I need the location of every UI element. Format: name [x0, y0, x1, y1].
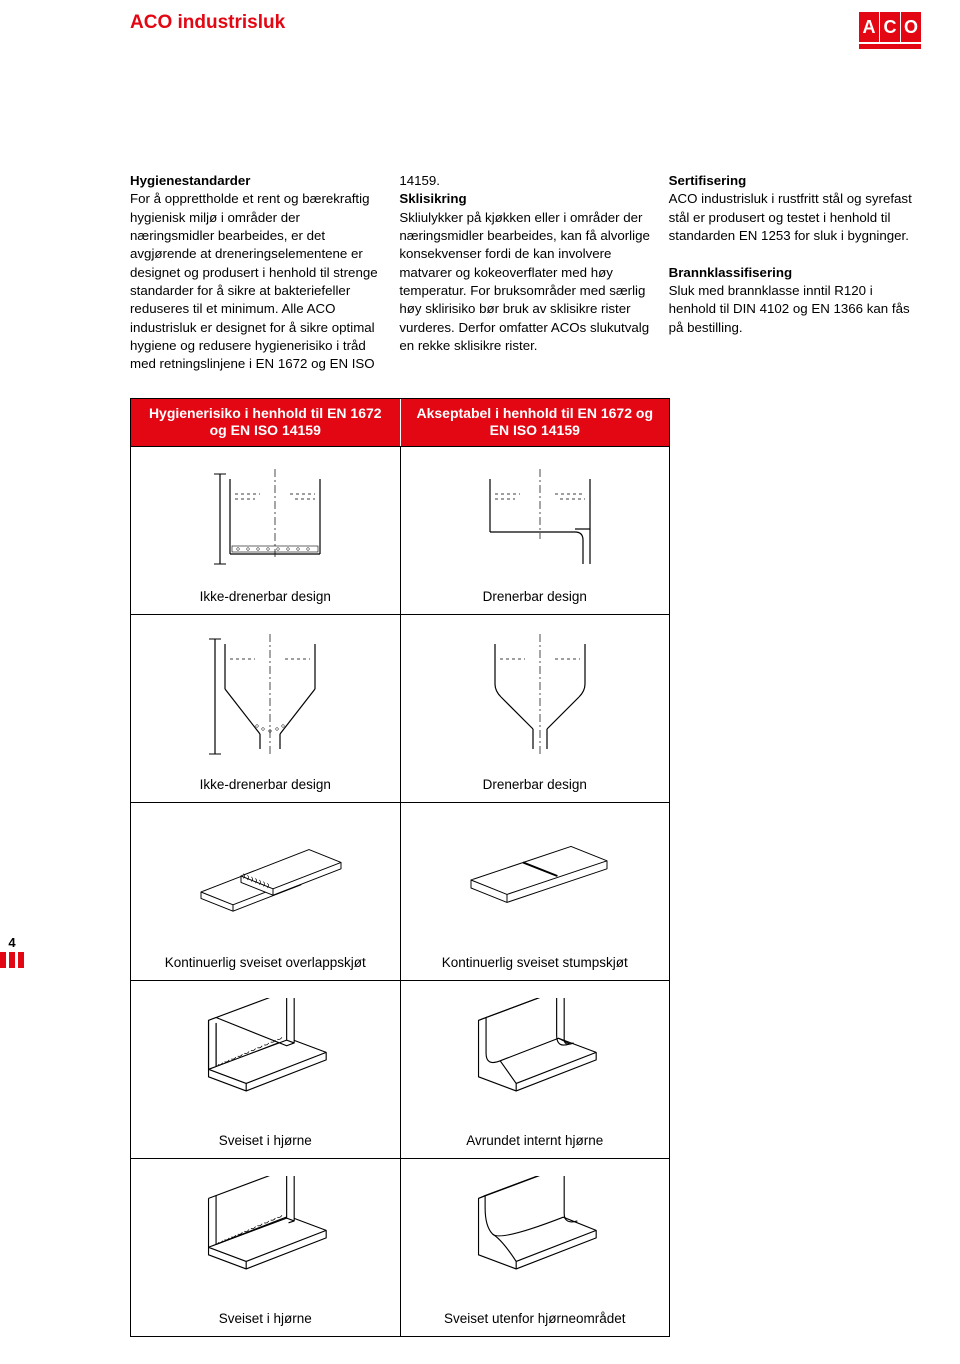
logo-underline	[859, 44, 921, 49]
diagram-caption: Ikke-drenerbar design	[200, 777, 331, 792]
table-row: Ikke-drenerbar design	[131, 446, 669, 614]
table-row: Kontinuerlig sveiset overlappskjøt Konti…	[131, 802, 669, 980]
text-columns: Hygienestandarder For å opprettholde et …	[130, 172, 920, 374]
table-cell-left: Sveiset i hjørne	[131, 981, 401, 1158]
comparison-table: Hygienerisiko i henhold til EN 1672 og E…	[130, 398, 670, 1337]
col3-body2: Sluk med brannklasse inntil R120 i henho…	[669, 283, 910, 335]
table-cell-right: Kontinuerlig sveiset stumpskjøt	[401, 803, 670, 980]
diagram-caption: Kontinuerlig sveiset stumpskjøt	[442, 955, 628, 970]
col3-body1: ACO industrisluk i rustfritt stål og syr…	[669, 191, 912, 243]
diagram-caption: Sveiset i hjørne	[219, 1311, 312, 1326]
header: ACO industrisluk A C O	[0, 0, 960, 67]
table-header-left: Hygienerisiko i henhold til EN 1672 og E…	[131, 399, 401, 446]
diagram-caption: Sveiset i hjørne	[219, 1133, 312, 1148]
column-3: Sertifisering ACO industrisluk i rustfri…	[669, 172, 920, 374]
logo-letter-c: C	[880, 12, 900, 42]
diagram-weld-outside-corner	[455, 1171, 615, 1301]
page-marker-icon	[0, 952, 24, 968]
col1-body: For å opprettholde et rent og bærekrafti…	[130, 191, 378, 371]
diagram-caption: Drenerbar design	[483, 777, 587, 792]
table-cell-right: Drenerbar design	[401, 615, 670, 802]
column-1: Hygienestandarder For å opprettholde et …	[130, 172, 381, 374]
diagram-overlap-joint	[185, 815, 345, 945]
diagram-rounded-corner	[455, 993, 615, 1123]
diagram-butt-joint	[455, 815, 615, 945]
diagram-weld-corner-2	[185, 1171, 345, 1301]
diagram-caption: Kontinuerlig sveiset overlappskjøt	[165, 955, 366, 970]
logo-letter-a: A	[859, 12, 879, 42]
table-cell-left: Sveiset i hjørne	[131, 1159, 401, 1336]
aco-logo: A C O	[855, 12, 925, 67]
table-row: Sveiset i hjørne Sveis	[131, 1158, 669, 1336]
table-header-right: Akseptabel i henhold til EN 1672 og EN I…	[401, 399, 670, 446]
page-number: 4	[8, 935, 15, 950]
logo-letter-o: O	[901, 12, 921, 42]
diagram-non-drainable-2	[185, 627, 345, 767]
col2-body: Skliulykker på kjøkken eller i områder d…	[399, 210, 650, 353]
table-cell-right: Drenerbar design	[401, 447, 670, 614]
diagram-caption: Ikke-drenerbar design	[200, 589, 331, 604]
diagram-caption: Avrundet internt hjørne	[466, 1133, 603, 1148]
diagram-non-drainable-1	[185, 459, 345, 579]
col3-heading1: Sertifisering	[669, 172, 920, 190]
table-cell-left: Ikke-drenerbar design	[131, 447, 401, 614]
table-row: Sveiset i hjørne Avrun	[131, 980, 669, 1158]
diagram-caption: Sveiset utenfor hjørneområdet	[444, 1311, 626, 1326]
logo-boxes: A C O	[859, 12, 921, 42]
table-cell-left: Ikke-drenerbar design	[131, 615, 401, 802]
page-number-tab: 4	[0, 935, 24, 968]
content: Hygienestandarder For å opprettholde et …	[0, 67, 960, 1337]
page-title: ACO industrisluk	[130, 12, 285, 34]
col1-heading: Hygienestandarder	[130, 172, 381, 190]
col2-heading: Sklisikring	[399, 191, 466, 206]
table-row: Ikke-drenerbar design	[131, 614, 669, 802]
diagram-weld-corner-1	[185, 993, 345, 1123]
diagram-drainable-2	[455, 627, 615, 767]
table-cell-left: Kontinuerlig sveiset overlappskjøt	[131, 803, 401, 980]
diagram-caption: Drenerbar design	[483, 589, 587, 604]
diagram-drainable-1	[455, 459, 615, 579]
col3-heading2: Brannklassifisering	[669, 264, 920, 282]
col2-lead: 14159.	[399, 173, 440, 188]
table-header-row: Hygienerisiko i henhold til EN 1672 og E…	[131, 399, 669, 446]
table-cell-right: Avrundet internt hjørne	[401, 981, 670, 1158]
table-cell-right: Sveiset utenfor hjørneområdet	[401, 1159, 670, 1336]
column-2: 14159. Sklisikring Skliulykker på kjøkke…	[399, 172, 650, 374]
